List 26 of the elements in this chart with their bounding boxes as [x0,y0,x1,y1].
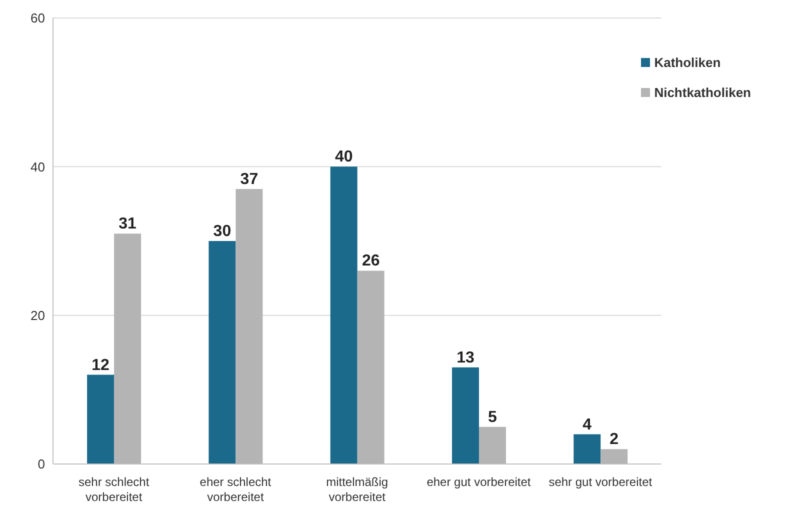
legend-label: Katholiken [654,55,721,70]
x-tick-label: sehr schlecht vorbereitet [78,475,150,504]
bar [452,367,479,464]
y-tick-label: 40 [30,159,45,174]
legend-label: Nichtkatholiken [654,85,751,100]
data-label: 2 [610,431,619,448]
data-label: 13 [456,349,474,366]
x-tick-label: eher schlecht vorbereitet [200,475,272,504]
x-tick-label: sehr gut vorbereitet [548,475,653,489]
y-tick-label: 0 [38,456,45,472]
data-label: 31 [118,216,137,233]
bar [208,241,236,464]
data-label: 5 [488,408,498,426]
data-label: 12 [92,356,110,374]
y-tick-label: 60 [30,10,45,26]
y-tick-label: 20 [30,308,45,323]
data-label: 26 [362,252,380,270]
data-label: 30 [213,223,232,240]
bar [574,434,601,464]
x-tick-label: eher gut vorbereitet [426,475,532,489]
data-label: 4 [582,416,592,434]
data-label: 40 [334,148,353,166]
bar [330,166,358,464]
data-label: 37 [240,170,258,188]
bar [87,374,114,464]
x-tick-label: mittelmäßig vorbereitet [326,475,388,504]
